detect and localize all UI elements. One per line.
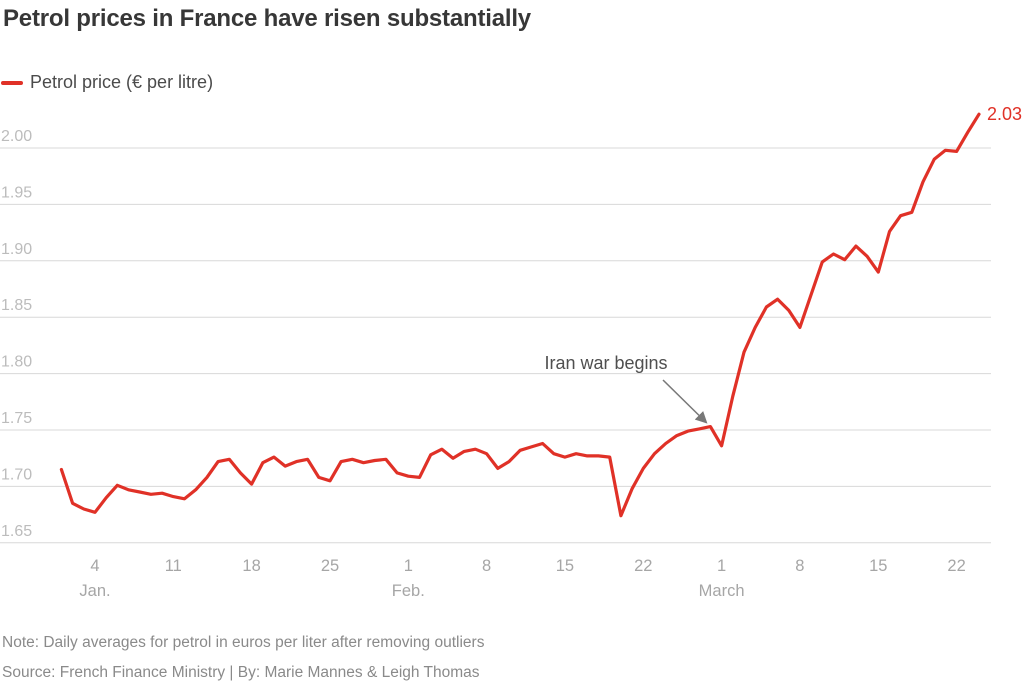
y-axis-label: 1.65 [1, 523, 32, 540]
x-axis-tick-label: 22 [634, 557, 652, 575]
x-axis-tick-label: 4 [90, 557, 99, 575]
x-axis-tick-label: 11 [165, 557, 182, 575]
x-axis-tick-label: 1 [717, 557, 726, 575]
source-line: Source: French Finance Ministry | By: Ma… [2, 664, 480, 681]
month-label: March [699, 582, 745, 600]
legend-line-swatch [1, 80, 23, 85]
x-axis-tick-label: 15 [556, 557, 574, 575]
x-axis-tick-label: 8 [482, 557, 491, 575]
end-value-label: 2.03 [987, 104, 1022, 124]
month-label: Jan. [79, 582, 110, 600]
x-axis-tick-label: 8 [795, 557, 804, 575]
y-axis-label: 1.70 [1, 466, 32, 483]
y-axis-label: 1.85 [1, 297, 32, 314]
page-title: Petrol prices in France have risen subst… [3, 5, 531, 32]
y-axis-label: 1.75 [1, 410, 32, 427]
x-axis-tick-label: 1 [404, 557, 413, 575]
x-axis-tick-label: 22 [947, 557, 965, 575]
y-axis-label: 2.00 [1, 128, 32, 145]
x-axis-tick-label: 18 [242, 557, 260, 575]
y-axis-label: 1.95 [1, 184, 32, 201]
month-label: Feb. [392, 582, 425, 600]
x-axis-tick-label: 25 [321, 557, 339, 575]
y-axis-label: 1.80 [1, 354, 32, 371]
y-axis-label: 1.90 [1, 241, 32, 258]
petrol-price-line [59, 112, 981, 518]
legend: Petrol price (€ per litre) [1, 72, 213, 93]
annotation-text: Iran war begins [544, 353, 667, 373]
annotation-arrow [662, 379, 708, 424]
footnote: Note: Daily averages for petrol in euros… [2, 634, 485, 651]
x-axis-tick-label: 15 [869, 557, 887, 575]
legend-label: Petrol price (€ per litre) [30, 72, 214, 92]
